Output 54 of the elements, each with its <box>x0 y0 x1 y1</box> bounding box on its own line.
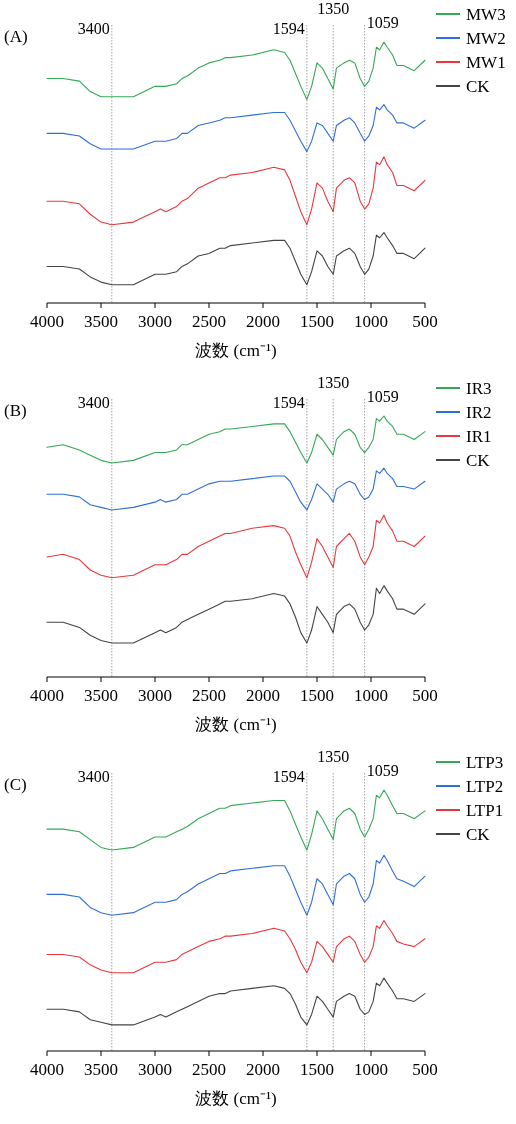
chart-title: (C) <box>4 775 27 794</box>
legend-label: CK <box>466 77 491 96</box>
ref-line-label: 1350 <box>317 748 350 765</box>
ref-line-label: 1059 <box>366 388 399 405</box>
x-tick-label: 3000 <box>138 312 172 331</box>
x-tick-label: 1000 <box>354 1060 388 1079</box>
ref-line-label: 1350 <box>317 0 350 17</box>
x-tick-label: 1500 <box>300 312 334 331</box>
x-tick-label: 2500 <box>192 686 226 705</box>
x-tick-label: 4000 <box>30 686 64 705</box>
legend-label: LTP3 <box>466 753 504 772</box>
x-tick-label: 2000 <box>246 1060 280 1079</box>
ref-line-label: 3400 <box>77 768 110 785</box>
legend-label: MW3 <box>466 5 506 24</box>
x-tick-label: 3500 <box>84 686 118 705</box>
x-tick-label: 1500 <box>300 1060 334 1079</box>
legend-label: LTP2 <box>466 777 504 796</box>
x-tick-label: 3500 <box>84 1060 118 1079</box>
chart-title: (B) <box>4 401 27 420</box>
x-axis-title: 波数 (cm⁻¹) <box>195 715 277 734</box>
legend-label: CK <box>466 825 491 844</box>
ref-line-label: 3400 <box>77 394 110 411</box>
x-tick-label: 4000 <box>30 312 64 331</box>
legend-label: MW2 <box>466 29 506 48</box>
legend-label: IR1 <box>466 427 492 446</box>
x-tick-label: 3000 <box>138 1060 172 1079</box>
x-tick-label: 500 <box>412 1060 438 1079</box>
legend-label: CK <box>466 451 491 470</box>
ref-line-label: 1059 <box>366 14 399 31</box>
ref-line-label: 1350 <box>317 374 350 391</box>
legend-label: IR2 <box>466 403 492 422</box>
x-tick-label: 500 <box>412 686 438 705</box>
x-tick-label: 3500 <box>84 312 118 331</box>
chart-title: (A) <box>4 27 28 46</box>
x-tick-label: 2000 <box>246 312 280 331</box>
x-tick-label: 2500 <box>192 312 226 331</box>
ref-line-label: 3400 <box>77 20 110 37</box>
x-tick-label: 4000 <box>30 1060 64 1079</box>
ref-line-label: 1059 <box>366 762 399 779</box>
ref-line-label: 1594 <box>272 20 305 37</box>
x-tick-label: 1000 <box>354 312 388 331</box>
x-axis-title: 波数 (cm⁻¹) <box>195 341 277 360</box>
legend-label: MW1 <box>466 53 506 72</box>
x-tick-label: 1500 <box>300 686 334 705</box>
legend-label: IR3 <box>466 379 492 398</box>
x-tick-label: 2000 <box>246 686 280 705</box>
x-tick-label: 3000 <box>138 686 172 705</box>
x-tick-label: 1000 <box>354 686 388 705</box>
ref-line-label: 1594 <box>272 394 305 411</box>
x-tick-label: 500 <box>412 312 438 331</box>
ref-line-label: 1594 <box>272 768 305 785</box>
x-axis-title: 波数 (cm⁻¹) <box>195 1089 277 1108</box>
x-tick-label: 2500 <box>192 1060 226 1079</box>
legend-label: LTP1 <box>466 801 504 820</box>
